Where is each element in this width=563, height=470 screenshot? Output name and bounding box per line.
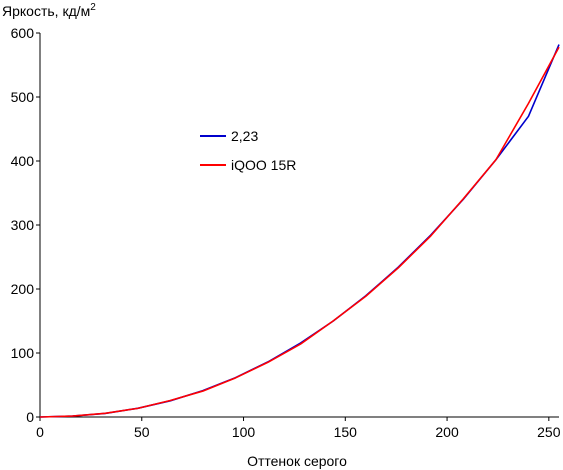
legend-label-1: iQOO 15R bbox=[231, 157, 296, 173]
legend-label-0: 2,23 bbox=[231, 128, 258, 144]
y-axis-title: Яркость, кд/м2 bbox=[2, 2, 96, 19]
x-tick-label-0: 0 bbox=[36, 424, 44, 440]
x-tick-label-3: 150 bbox=[334, 424, 358, 440]
x-tick-label-2: 100 bbox=[232, 424, 256, 440]
x-axis-ticks: 0 50 100 150 200 250 bbox=[36, 417, 561, 440]
y-tick-label-6: 600 bbox=[11, 25, 35, 41]
legend: 2,23 iQOO 15R bbox=[200, 128, 296, 173]
x-tick-label-5: 250 bbox=[537, 424, 561, 440]
x-axis-title: Оттенок серого bbox=[247, 453, 347, 469]
y-tick-label-1: 100 bbox=[11, 345, 35, 361]
y-tick-label-4: 400 bbox=[11, 153, 35, 169]
series-line-0 bbox=[39, 44, 560, 418]
series-layer bbox=[39, 44, 560, 418]
y-tick-label-5: 500 bbox=[11, 89, 35, 105]
y-tick-label-2: 200 bbox=[11, 281, 35, 297]
y-axis-title-text: Яркость, кд/м bbox=[2, 3, 90, 19]
x-tick-label-4: 200 bbox=[435, 424, 459, 440]
y-tick-label-0: 0 bbox=[26, 409, 34, 425]
y-tick-label-3: 300 bbox=[11, 217, 35, 233]
y-axis-ticks: 0 100 200 300 400 500 600 bbox=[11, 25, 40, 425]
svg-text:Яркость, кд/м2: Яркость, кд/м2 bbox=[2, 2, 96, 19]
series-line-1 bbox=[39, 46, 560, 418]
y-axis-title-superscript: 2 bbox=[90, 2, 96, 13]
x-tick-label-1: 50 bbox=[134, 424, 150, 440]
